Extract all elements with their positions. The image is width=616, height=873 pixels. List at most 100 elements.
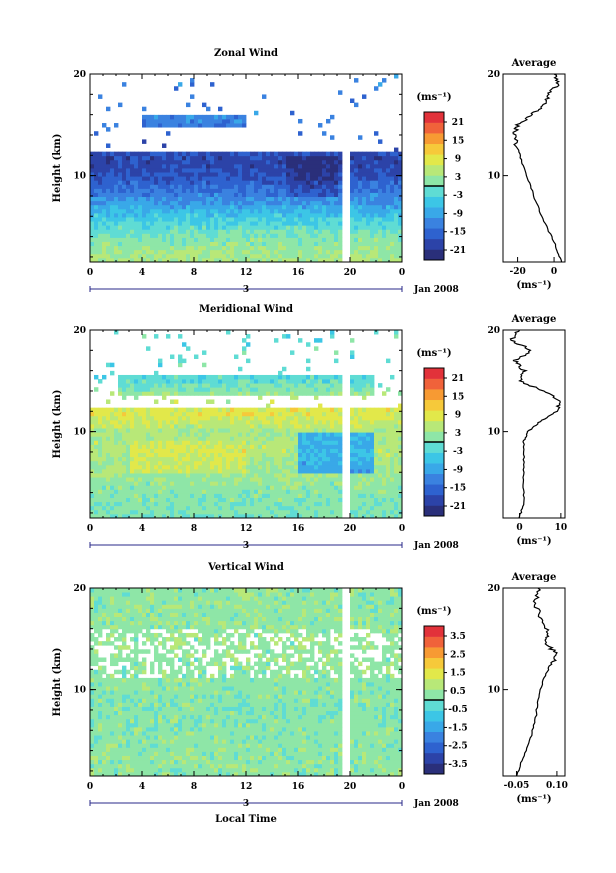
heatmap-cell — [130, 204, 135, 210]
heatmap-cell — [194, 229, 199, 234]
heatmap-cell — [258, 257, 263, 263]
colorbar-swatch — [424, 164, 444, 176]
heatmap-cell — [310, 440, 315, 445]
heatmap-cell — [146, 225, 151, 230]
heatmap-cell — [218, 200, 223, 206]
heatmap-cell — [362, 505, 367, 511]
heatmap-cell — [134, 212, 139, 218]
heatmap-cell — [310, 432, 315, 437]
heatmap-cell — [326, 489, 331, 494]
heatmap-cell — [194, 473, 199, 478]
heatmap-cell — [118, 196, 123, 202]
heatmap-cell — [262, 196, 267, 202]
heatmap-cell — [186, 387, 191, 392]
heatmap-cell — [98, 155, 103, 161]
heatmap-cell — [186, 477, 191, 482]
heatmap-cell — [290, 489, 295, 494]
heatmap-cell — [390, 456, 395, 462]
heatmap-cell — [106, 217, 111, 222]
heatmap-cell — [398, 460, 403, 466]
heatmap-cell — [122, 257, 127, 263]
heatmap-cell — [362, 444, 367, 449]
heatmap-cell — [258, 391, 263, 396]
heatmap-cell — [382, 436, 387, 441]
heatmap-cell — [374, 229, 379, 234]
heatmap-cell — [322, 184, 327, 189]
heatmap-cell — [162, 411, 167, 417]
heatmap-cell — [94, 155, 99, 161]
heatmap-cell — [90, 184, 95, 189]
heatmap-cell — [282, 489, 287, 494]
heatmap-cell — [394, 464, 399, 470]
heatmap-cell — [282, 456, 287, 462]
heatmap-cell — [330, 391, 335, 396]
heatmap-cell — [106, 481, 111, 486]
heatmap-cell — [130, 448, 135, 454]
heatmap-cell — [238, 229, 243, 234]
heatmap-cell — [262, 192, 267, 198]
heatmap-cell — [302, 497, 307, 503]
heatmap-cell — [318, 237, 323, 242]
heatmap-cell — [258, 489, 263, 494]
heatmap-cell — [266, 440, 271, 445]
heatmap-cell — [398, 151, 403, 157]
heatmap-cell — [334, 358, 339, 364]
heatmap-cell — [286, 334, 291, 339]
heatmap-cell — [106, 407, 111, 413]
heatmap-cell — [302, 200, 307, 206]
heatmap-cell — [174, 86, 179, 91]
heatmap-cell — [150, 460, 155, 466]
heatmap-cell — [150, 464, 155, 470]
heatmap-cell — [210, 82, 215, 87]
heatmap-cell — [350, 155, 355, 161]
heatmap-cell — [206, 485, 211, 490]
heatmap-cell — [230, 204, 235, 210]
heatmap-cell — [94, 771, 99, 777]
heatmap-cell — [126, 184, 131, 189]
heatmap-cell — [254, 383, 259, 388]
heatmap-cell — [222, 407, 227, 413]
heatmap-cell — [314, 391, 319, 396]
heatmap-cell — [130, 233, 135, 238]
heatmap-cell — [106, 192, 111, 198]
heatmap-cell — [374, 159, 379, 165]
heatmap-cell — [298, 225, 303, 230]
heatmap-cell — [158, 196, 163, 202]
heatmap-cell — [210, 383, 215, 388]
heatmap-cell — [214, 225, 219, 230]
heatmap-cell — [130, 168, 135, 173]
heatmap-cell — [394, 411, 399, 417]
heatmap-cell — [206, 221, 211, 226]
heatmap-cell — [314, 257, 319, 263]
heatmap-cell — [306, 473, 311, 478]
heatmap-cell — [206, 456, 211, 462]
heatmap-cell — [318, 204, 323, 210]
heatmap-cell — [166, 172, 171, 177]
heatmap-cell — [302, 464, 307, 470]
heatmap-cell — [134, 151, 139, 157]
heatmap-cell — [246, 460, 251, 466]
heatmap-cell — [398, 452, 403, 458]
heatmap-cell — [326, 473, 331, 478]
heatmap-cell — [94, 180, 99, 185]
heatmap-cell — [306, 407, 311, 413]
heatmap-cell — [210, 118, 215, 124]
heatmap-cell — [162, 374, 167, 380]
heatmap-cell — [150, 159, 155, 165]
heatmap-cell — [226, 180, 231, 185]
heatmap-cell — [278, 253, 283, 259]
heatmap-cell — [134, 436, 139, 441]
heatmap-cell — [330, 241, 335, 247]
heatmap-cell — [130, 440, 135, 445]
heatmap-cell — [390, 464, 395, 470]
heatmap-cell — [90, 505, 95, 511]
heatmap-cell — [226, 383, 231, 388]
heatmap-cell — [118, 163, 123, 169]
heatmap-cell — [242, 407, 247, 413]
heatmap-cell — [362, 391, 367, 396]
heatmap-cell — [374, 411, 379, 417]
heatmap-cell — [306, 249, 311, 255]
heatmap-cell — [374, 241, 379, 247]
x-tick-label: 16 — [292, 524, 305, 534]
heatmap-cell — [238, 383, 243, 388]
